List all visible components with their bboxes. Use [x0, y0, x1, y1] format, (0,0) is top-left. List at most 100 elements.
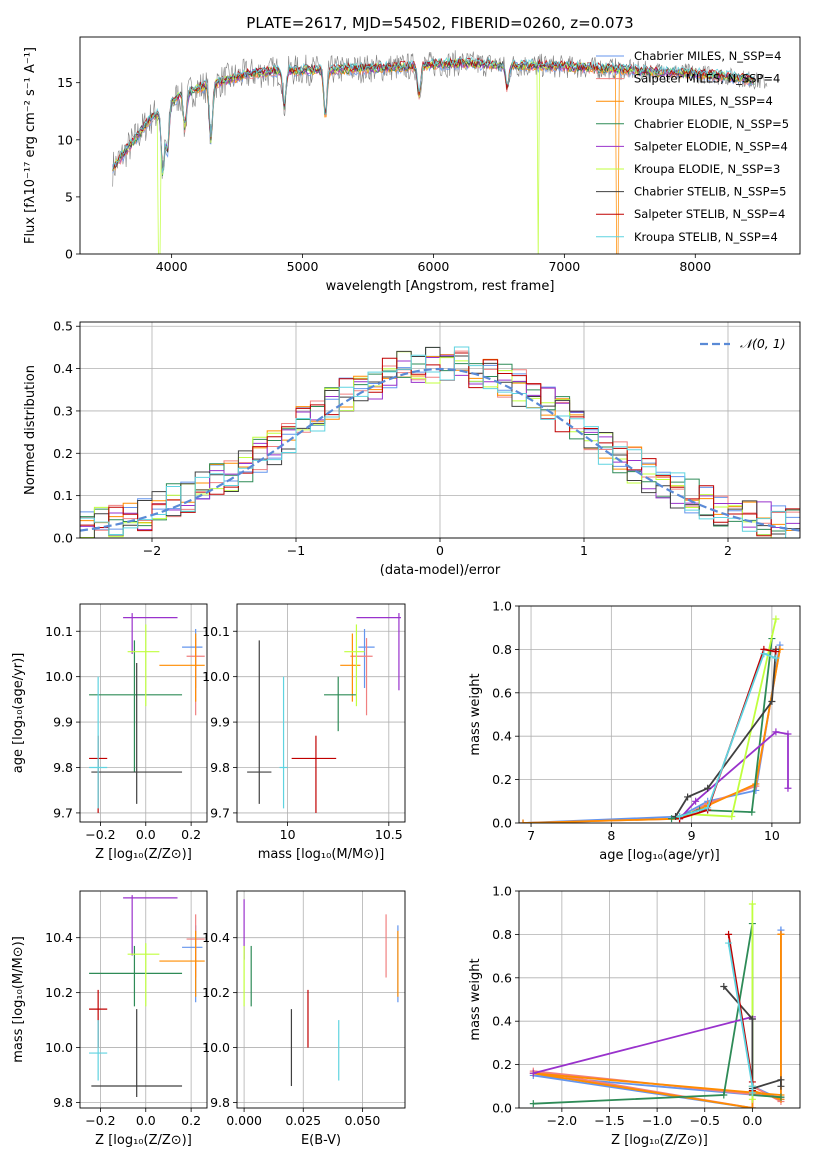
plot-area — [112, 50, 768, 254]
x-tick-label: 7 — [527, 828, 535, 843]
errorbar-kroupa_elodie — [344, 624, 365, 707]
x-tick-label: 5000 — [287, 259, 319, 274]
series-marker — [676, 812, 684, 820]
y-tick-label: 0 — [65, 247, 73, 262]
x-tick-label: 10.5 — [375, 827, 403, 842]
errorbar-kroupa_miles — [159, 633, 205, 702]
y-tick-label: 0.4 — [492, 729, 512, 744]
axes-frame — [236, 890, 406, 1109]
y-tick-label: 10.0 — [45, 1040, 73, 1055]
x-axis-label: Z [log₁₀(Z/Z⊙)] — [95, 847, 192, 862]
series-kroupa_elodie — [688, 615, 780, 820]
errorbar-salpeter_elodie — [356, 613, 401, 691]
series-marker — [725, 939, 733, 947]
series-marker — [529, 1069, 537, 1077]
y-tick-label: 0.0 — [492, 1101, 512, 1116]
series-marker — [748, 900, 756, 908]
legend-label: Salpeter ELODIE, N_SSP=4 — [634, 139, 788, 153]
y-axis-label: Normed distribution — [23, 365, 38, 495]
y-tick-label: 0.2 — [492, 1057, 512, 1072]
y-tick-label: 0.6 — [492, 970, 512, 985]
axes-frame — [79, 321, 801, 539]
y-tick-label: 9.8 — [210, 1095, 230, 1110]
x-tick-label: −2 — [143, 543, 161, 558]
legend-label: 𝒩(0, 1) — [740, 336, 786, 351]
legend-label: Salpeter STELIB, N_SSP=4 — [634, 207, 785, 221]
series-marker — [748, 1082, 756, 1090]
axes: −0.2 0.0 0.2 9.8 10.0 10.2 10.4 Z [log₁₀(Z/Z⊙)]… — [11, 890, 208, 1148]
axes: 4000 5000 6000 7000 8000 0 5 10 15 wavelength [An… — [23, 36, 801, 294]
legend-label: Salpeter MILES, N_SSP=4 — [634, 72, 780, 86]
series-marker — [748, 808, 756, 816]
y-tick-label: 0.5 — [53, 319, 73, 334]
series-marker — [704, 784, 712, 792]
x-tick-label: −0.5 — [690, 1113, 720, 1128]
y-axis-label: mass weight — [468, 673, 483, 755]
plot-area — [243, 899, 399, 1087]
y-axis-label: mass [log₁₀(M/M⊙)] — [11, 936, 26, 1063]
x-tick-label: 0 — [436, 543, 444, 558]
spectrum-data-line — [112, 50, 768, 187]
errorbar-salpeter_miles — [350, 638, 373, 716]
x-tick-label: 8000 — [679, 259, 711, 274]
x-tick-label: 0.2 — [181, 1113, 201, 1128]
series-marker — [748, 1104, 756, 1108]
y-tick-label: 0.1 — [53, 488, 73, 503]
series-marker — [784, 784, 792, 792]
errorbar-salpeter_elodie — [123, 613, 178, 654]
y-tick-label: 0.8 — [492, 927, 512, 942]
x-tick-label: 6000 — [418, 259, 450, 274]
chart-mass_vs_ebv: 0.000 0.025 0.050 9.8 10.0 10.2 10.4 E(B-V) — [202, 890, 406, 1148]
y-axis-label: mass weight — [468, 958, 483, 1040]
series-marker — [748, 1095, 756, 1103]
y-tick-label: 0.2 — [492, 772, 512, 787]
axes-frame — [79, 36, 801, 255]
y-tick-label: 10.0 — [45, 669, 73, 684]
x-tick-label: 0.2 — [181, 827, 201, 842]
series-marker — [772, 728, 780, 736]
x-tick-label: −0.2 — [85, 1113, 115, 1128]
x-tick-label: 0.0 — [742, 1113, 762, 1128]
spectrum-model-kroupa_stelib — [112, 56, 755, 174]
x-tick-label: 2 — [724, 543, 732, 558]
y-tick-label: 10.2 — [202, 985, 230, 1000]
y-tick-label: 10.0 — [202, 669, 230, 684]
y-tick-label: 1.0 — [492, 884, 512, 899]
chart-weight_vs_Z: −2.0 −1.5 −1.0 −0.5 0.0 0.0 0.2 0.4 0.6 0.8 1.0 Z [… — [468, 884, 801, 1148]
errorbar-salpeter_stelib — [291, 735, 337, 813]
y-tick-label: 0.4 — [492, 1014, 512, 1029]
grid-lines — [80, 604, 207, 822]
y-axis-label: age [log₁₀(age/yr)] — [11, 653, 26, 774]
x-tick-label: −0.2 — [85, 827, 115, 842]
series-chabrier_stelib — [672, 645, 780, 820]
series-marker — [777, 1082, 785, 1090]
x-tick-label: 0.0 — [136, 1113, 156, 1128]
axes-frame — [518, 605, 801, 824]
x-tick-label: 4000 — [156, 259, 188, 274]
grid-lines — [237, 604, 405, 822]
y-tick-label: 10 — [57, 132, 73, 147]
grid-lines — [237, 891, 405, 1108]
series-marker — [704, 804, 712, 812]
y-tick-label: 1.0 — [492, 599, 512, 614]
legend-label: Chabrier ELODIE, N_SSP=5 — [634, 117, 789, 131]
x-tick-label: 9 — [688, 828, 696, 843]
x-tick-label: −2.0 — [547, 1113, 577, 1128]
plot-area — [80, 346, 800, 538]
chart-mass_vs_Z: −0.2 0.0 0.2 9.8 10.0 10.2 10.4 Z [log₁₀(Z/Z⊙)]… — [11, 890, 208, 1148]
axes: 7 8 9 10 0.0 0.2 0.4 0.6 0.8 1.0 age [log₁₀(age/yr… — [468, 599, 801, 863]
errorbar-kroupa_stelib — [89, 1020, 108, 1081]
y-tick-label: 0.0 — [492, 816, 512, 831]
x-axis-label: (data-model)/error — [380, 563, 501, 578]
errorbar-kroupa_elodie — [127, 624, 160, 707]
axes-frame — [236, 603, 406, 823]
errorbar-chabrier_miles — [182, 925, 203, 1003]
errorbar-chabrier_elodie — [89, 945, 183, 1007]
chart-residuals: −2 −1 0 1 2 0.0 0.1 0.2 0.3 0.4 0.5 (data-model)/er… — [23, 319, 801, 578]
axes-frame — [79, 603, 208, 823]
y-tick-label: 10.1 — [202, 624, 230, 639]
series-marker — [748, 1015, 756, 1023]
series-marker — [784, 730, 792, 738]
errorbar-chabrier_elodie — [324, 676, 357, 732]
errorbar-kroupa_stelib — [279, 676, 288, 809]
